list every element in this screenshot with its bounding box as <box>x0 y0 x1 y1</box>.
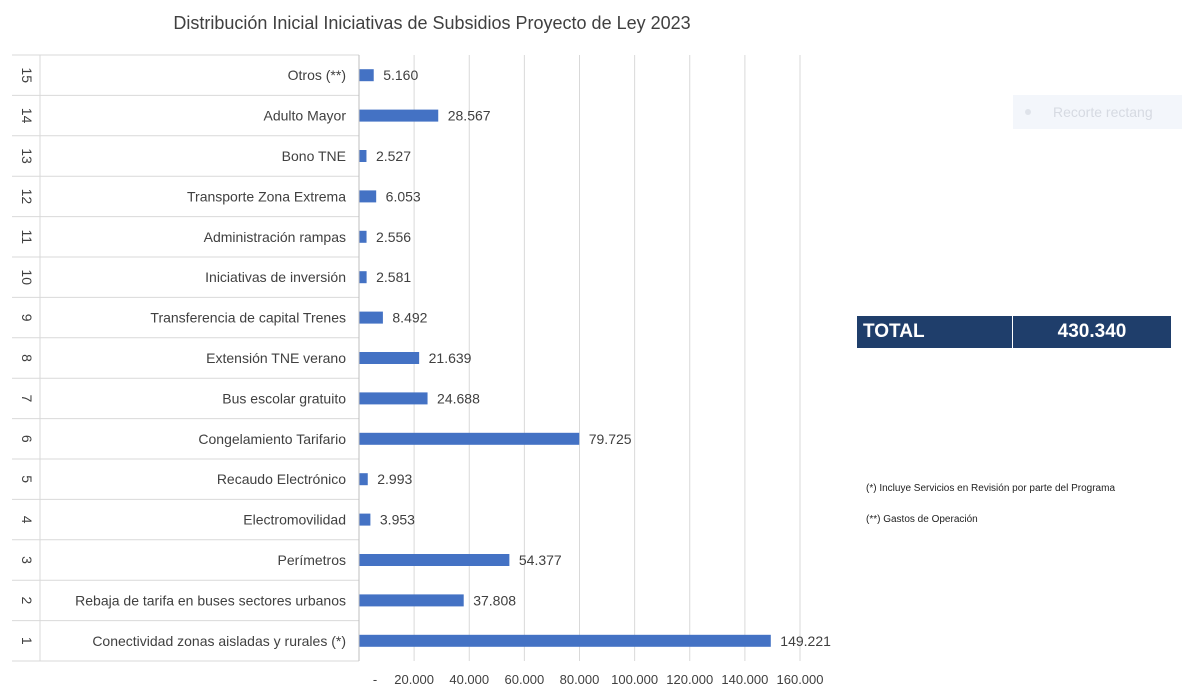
total-box: TOTAL 430.340 <box>857 316 1171 348</box>
row-number: 4 <box>19 516 35 524</box>
bar <box>359 392 428 405</box>
bar <box>359 513 371 526</box>
snip-rectangle-button[interactable]: Recorte rectang <box>1013 95 1182 129</box>
bar <box>359 69 374 82</box>
bar <box>359 150 367 162</box>
row-number: 10 <box>19 269 35 285</box>
bar <box>359 190 377 203</box>
row-number: 2 <box>19 597 35 605</box>
bar <box>359 594 464 607</box>
circle-icon <box>1025 109 1031 115</box>
row-number: 8 <box>19 354 35 362</box>
category-label: Iniciativas de inversión <box>205 269 346 285</box>
data-label: 28.567 <box>448 108 491 124</box>
x-tick-label: 140.000 <box>721 672 768 687</box>
row-number: 15 <box>19 67 35 83</box>
data-label: 6.053 <box>386 188 421 204</box>
category-label: Bus escolar gratuito <box>222 390 346 406</box>
data-label: 149.221 <box>780 633 831 649</box>
bar <box>359 554 510 566</box>
bar <box>359 634 771 647</box>
row-number: 3 <box>19 556 35 564</box>
category-label: Conectividad zonas aisladas y rurales (*… <box>92 633 346 649</box>
x-tick-label: 160.000 <box>777 672 824 687</box>
category-label: Otros (**) <box>288 67 346 83</box>
total-label: TOTAL <box>857 316 1013 348</box>
row-number: 7 <box>19 395 35 403</box>
category-label: Bono TNE <box>282 148 346 164</box>
bar <box>359 271 367 284</box>
x-tick-label: 40.000 <box>449 672 489 687</box>
total-value: 430.340 <box>1057 321 1127 342</box>
category-label: Transporte Zona Extrema <box>187 188 346 204</box>
category-label: Perímetros <box>278 552 346 568</box>
data-label: 3.953 <box>380 512 415 528</box>
category-label: Adulto Mayor <box>264 108 347 124</box>
row-number: 1 <box>19 637 35 645</box>
data-label: 2.527 <box>376 148 411 164</box>
category-label: Recaudo Electrónico <box>217 471 346 487</box>
snip-rectangle-label: Recorte rectang <box>1053 104 1153 120</box>
bar <box>359 230 367 243</box>
x-tick-label: - <box>373 672 377 687</box>
data-label: 24.688 <box>437 390 480 406</box>
x-tick-label: 20.000 <box>394 672 434 687</box>
data-label: 2.581 <box>376 269 411 285</box>
data-label: 2.993 <box>377 471 412 487</box>
row-number: 9 <box>19 314 35 322</box>
category-label: Transferencia de capital Trenes <box>150 310 346 326</box>
chart-title: Distribución Inicial Iniciativas de Subs… <box>173 13 690 33</box>
category-label: Administración rampas <box>204 229 346 245</box>
row-number: 14 <box>19 108 35 124</box>
bar <box>359 473 368 486</box>
category-label: Extensión TNE verano <box>206 350 346 366</box>
x-tick-label: 120.000 <box>666 672 713 687</box>
footnote-2: (**) Gastos de Operación <box>866 514 978 525</box>
row-number: 11 <box>19 230 35 245</box>
data-label: 2.556 <box>376 229 411 245</box>
row-number: 12 <box>19 189 35 205</box>
data-label: 5.160 <box>383 67 418 83</box>
x-tick-label: 100.000 <box>611 672 658 687</box>
x-tick-label: 60.000 <box>504 672 544 687</box>
row-number: 6 <box>19 435 35 443</box>
category-label: Electromovilidad <box>243 512 346 528</box>
data-label: 21.639 <box>429 350 472 366</box>
row-number: 5 <box>19 475 35 483</box>
data-label: 54.377 <box>519 552 562 568</box>
data-label: 37.808 <box>473 592 516 608</box>
footnote-1: (*) Incluye Servicios en Revisión por pa… <box>866 483 1115 494</box>
category-label: Congelamiento Tarifario <box>198 431 346 447</box>
bar <box>359 432 580 445</box>
row-number: 13 <box>19 148 35 164</box>
bar <box>359 311 383 324</box>
x-tick-label: 80.000 <box>560 672 600 687</box>
data-label: 79.725 <box>589 431 632 447</box>
bar <box>359 109 439 122</box>
bar <box>359 352 420 364</box>
data-label: 8.492 <box>392 310 427 326</box>
category-label: Rebaja de tarifa en buses sectores urban… <box>75 592 346 608</box>
